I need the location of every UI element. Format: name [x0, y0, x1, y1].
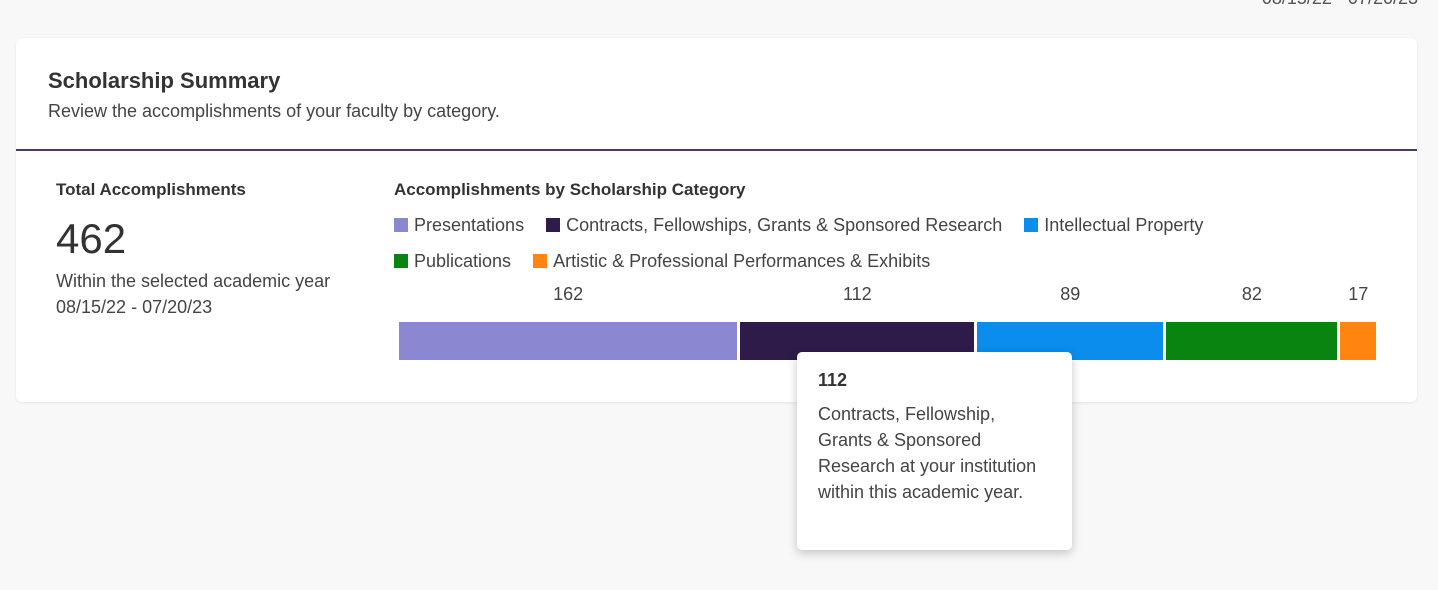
bar-value-label: 89 — [1060, 284, 1081, 304]
total-accomplishments-block: Total Accomplishments 462 Within the sel… — [56, 180, 346, 320]
legend-swatch — [546, 218, 561, 232]
legend-item[interactable]: Publications — [394, 250, 511, 272]
scholarship-summary-card: Scholarship Summary Review the accomplis… — [16, 38, 1417, 402]
total-accomplishments-note: Within the selected academic year 08/15/… — [56, 271, 331, 317]
legend-swatch — [394, 218, 408, 232]
legend-item[interactable]: Artistic & Professional Performances & E… — [533, 250, 930, 272]
stacked-bar: 162 112 89 82 17 — [399, 280, 1376, 360]
legend-swatch — [394, 254, 408, 268]
bar-segment[interactable] — [399, 322, 738, 360]
total-accomplishments-label: Total Accomplishments — [56, 180, 246, 199]
legend-label: Artistic & Professional Performances & E… — [553, 250, 931, 271]
bar-value-label: 162 — [553, 284, 584, 304]
legend-label: Publications — [414, 250, 512, 271]
legend-item[interactable]: Intellectual Property — [1024, 214, 1203, 236]
chart-legend: Presentations Contracts, Fellowships, Gra… — [394, 214, 1294, 272]
chart-title: Accomplishments by Scholarship Category — [394, 180, 746, 199]
chart-tooltip: 112 Contracts, Fellowship, Grants & Spon… — [797, 352, 1072, 550]
bar-segment[interactable] — [1340, 322, 1376, 360]
legend-label: Intellectual Property — [1044, 214, 1204, 235]
legend-item[interactable]: Presentations — [394, 214, 524, 236]
legend-label: Presentations — [414, 214, 525, 235]
bar-value-label: 112 — [842, 284, 872, 304]
legend-item[interactable]: Contracts, Fellowships, Grants & Sponsor… — [546, 214, 1002, 236]
tooltip-text: Contracts, Fellowship, Grants & Sponsore… — [818, 404, 1037, 502]
legend-label: Contracts, Fellowships, Grants & Sponsor… — [566, 214, 1003, 235]
page-title: Scholarship Summary — [48, 68, 281, 93]
total-accomplishments-value: 462 — [56, 215, 127, 262]
bar-segment[interactable] — [1166, 322, 1338, 360]
card-header: Scholarship Summary Review the accomplis… — [16, 38, 1417, 151]
date-range-label: 08/15/22 - 07/20/23 — [1262, 0, 1418, 9]
category-chart: Accomplishments by Scholarship Category … — [394, 180, 1384, 360]
bar-value-label: 17 — [1348, 284, 1369, 304]
page-subtitle: Review the accomplishments of your facul… — [48, 101, 500, 121]
bar-value-label: 82 — [1241, 284, 1262, 304]
legend-swatch — [533, 254, 548, 268]
tooltip-value: 112 — [818, 370, 848, 390]
legend-swatch — [1024, 218, 1039, 232]
